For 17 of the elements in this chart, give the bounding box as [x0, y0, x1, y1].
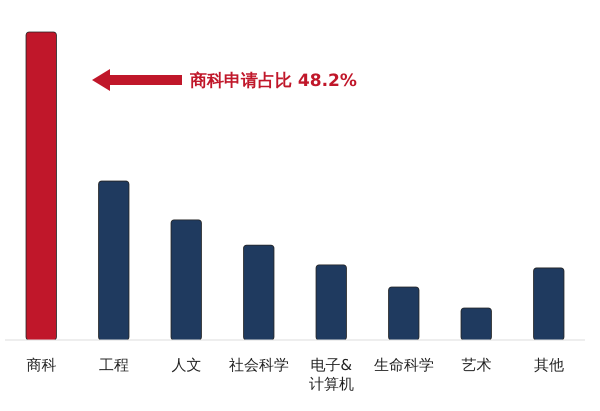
x-tick-label: 电子&计算机 [308, 356, 354, 393]
bar [460, 308, 492, 340]
bar [388, 286, 420, 340]
bar [316, 264, 347, 340]
x-tick-label: 商科 [26, 356, 56, 374]
x-tick-label: 其他 [534, 356, 564, 374]
x-tick-label: 社会科学 [228, 356, 289, 374]
x-tick-label: 艺术 [461, 356, 492, 374]
x-tick-label: 人文 [171, 356, 202, 374]
bar [243, 244, 274, 340]
bar [98, 180, 130, 340]
bar [170, 219, 202, 340]
bar [26, 32, 57, 340]
annotation: 商科申请占比 48.2% [189, 71, 357, 91]
x-tick-label: 工程 [98, 356, 129, 374]
x-tick-label: 生命科学 [374, 356, 434, 374]
bar [533, 268, 564, 340]
